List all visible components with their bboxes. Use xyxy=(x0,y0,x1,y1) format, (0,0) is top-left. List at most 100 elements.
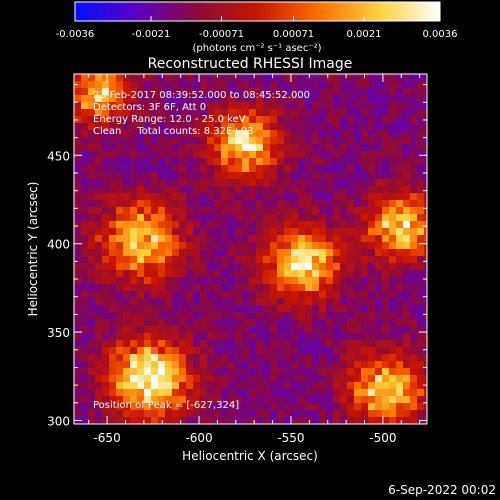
heatmap-cell xyxy=(95,172,102,179)
heatmap-cell xyxy=(214,207,221,214)
heatmap-cell xyxy=(410,207,417,214)
heatmap-cell xyxy=(74,193,81,200)
heatmap-cell xyxy=(256,305,263,312)
heatmap-cell xyxy=(263,410,270,417)
heatmap-cell xyxy=(410,291,417,298)
heatmap-cell xyxy=(249,277,256,284)
heatmap-cell xyxy=(95,263,102,270)
heatmap-cell xyxy=(305,382,312,389)
heatmap-cell xyxy=(256,410,263,417)
heatmap-cell xyxy=(256,340,263,347)
heatmap-cell xyxy=(298,277,305,284)
heatmap-cell xyxy=(235,284,242,291)
heatmap-cell xyxy=(256,228,263,235)
heatmap-cell xyxy=(242,144,249,151)
heatmap-cell xyxy=(389,242,396,249)
heatmap-cell xyxy=(179,249,186,256)
heatmap-cell xyxy=(270,256,277,263)
heatmap-cell xyxy=(130,347,137,354)
heatmap-cell xyxy=(88,116,95,123)
heatmap-cell xyxy=(102,207,109,214)
heatmap-cell xyxy=(263,186,270,193)
heatmap-cell xyxy=(347,347,354,354)
heatmap-cell xyxy=(270,277,277,284)
heatmap-cell xyxy=(403,130,410,137)
heatmap-cell xyxy=(144,102,151,109)
heatmap-cell xyxy=(228,102,235,109)
heatmap-cell xyxy=(186,158,193,165)
heatmap-cell xyxy=(74,298,81,305)
heatmap-cell xyxy=(165,284,172,291)
heatmap-cell xyxy=(319,221,326,228)
heatmap-cell xyxy=(193,214,200,221)
heatmap-cell xyxy=(347,305,354,312)
heatmap-cell xyxy=(312,249,319,256)
heatmap-cell xyxy=(396,305,403,312)
heatmap-cell xyxy=(389,158,396,165)
heatmap-cell xyxy=(88,319,95,326)
heatmap-cell xyxy=(165,242,172,249)
heatmap-cell xyxy=(123,109,130,116)
heatmap-cell xyxy=(179,123,186,130)
heatmap-cell xyxy=(424,158,427,165)
heatmap-cell xyxy=(193,361,200,368)
heatmap-cell xyxy=(256,221,263,228)
heatmap-cell xyxy=(368,186,375,193)
heatmap-cell xyxy=(403,340,410,347)
heatmap-cell xyxy=(270,403,277,410)
heatmap-cell xyxy=(137,347,144,354)
heatmap-cell xyxy=(186,410,193,417)
heatmap-cell xyxy=(102,144,109,151)
heatmap-cell xyxy=(326,312,333,319)
heatmap-cell xyxy=(214,116,221,123)
heatmap-cell xyxy=(228,116,235,123)
heatmap-cell xyxy=(382,291,389,298)
heatmap-cell xyxy=(284,410,291,417)
heatmap-cell xyxy=(361,347,368,354)
heatmap-cell xyxy=(417,74,424,81)
heatmap-cell xyxy=(354,249,361,256)
heatmap-cell xyxy=(312,193,319,200)
heatmap-cell xyxy=(340,109,347,116)
heatmap-cell xyxy=(172,284,179,291)
heatmap-cell xyxy=(284,200,291,207)
heatmap-cell xyxy=(200,102,207,109)
heatmap-cell xyxy=(389,319,396,326)
heatmap-cell xyxy=(228,228,235,235)
heatmap-cell xyxy=(123,102,130,109)
heatmap-cell xyxy=(193,298,200,305)
heatmap-cell xyxy=(193,333,200,340)
heatmap-cell xyxy=(186,235,193,242)
heatmap-cell xyxy=(242,81,249,88)
heatmap-cell xyxy=(284,263,291,270)
heatmap-cell xyxy=(123,403,130,410)
heatmap-cell xyxy=(130,326,137,333)
heatmap-cell xyxy=(403,186,410,193)
heatmap-cell xyxy=(389,312,396,319)
heatmap-cell xyxy=(144,319,151,326)
heatmap-cell xyxy=(116,116,123,123)
colorbar-tick-label: 0.0036 xyxy=(423,29,458,40)
heatmap-cell xyxy=(109,347,116,354)
heatmap-cell xyxy=(368,354,375,361)
heatmap-cell xyxy=(214,319,221,326)
heatmap-cell xyxy=(375,193,382,200)
heatmap-cell xyxy=(144,186,151,193)
heatmap-cell xyxy=(137,368,144,375)
heatmap-cell xyxy=(151,172,158,179)
heatmap-cell xyxy=(151,186,158,193)
heatmap-cell xyxy=(221,221,228,228)
heatmap-cell xyxy=(193,417,200,424)
heatmap-cell xyxy=(347,123,354,130)
heatmap-cell xyxy=(200,214,207,221)
heatmap-cell xyxy=(389,354,396,361)
heatmap-cell xyxy=(186,263,193,270)
heatmap-cell xyxy=(277,158,284,165)
heatmap-cell xyxy=(396,298,403,305)
heatmap-cell xyxy=(221,130,228,137)
heatmap-cell xyxy=(207,340,214,347)
heatmap-cell xyxy=(95,144,102,151)
heatmap-cell xyxy=(249,221,256,228)
heatmap-cell xyxy=(151,130,158,137)
heatmap-cell xyxy=(123,179,130,186)
